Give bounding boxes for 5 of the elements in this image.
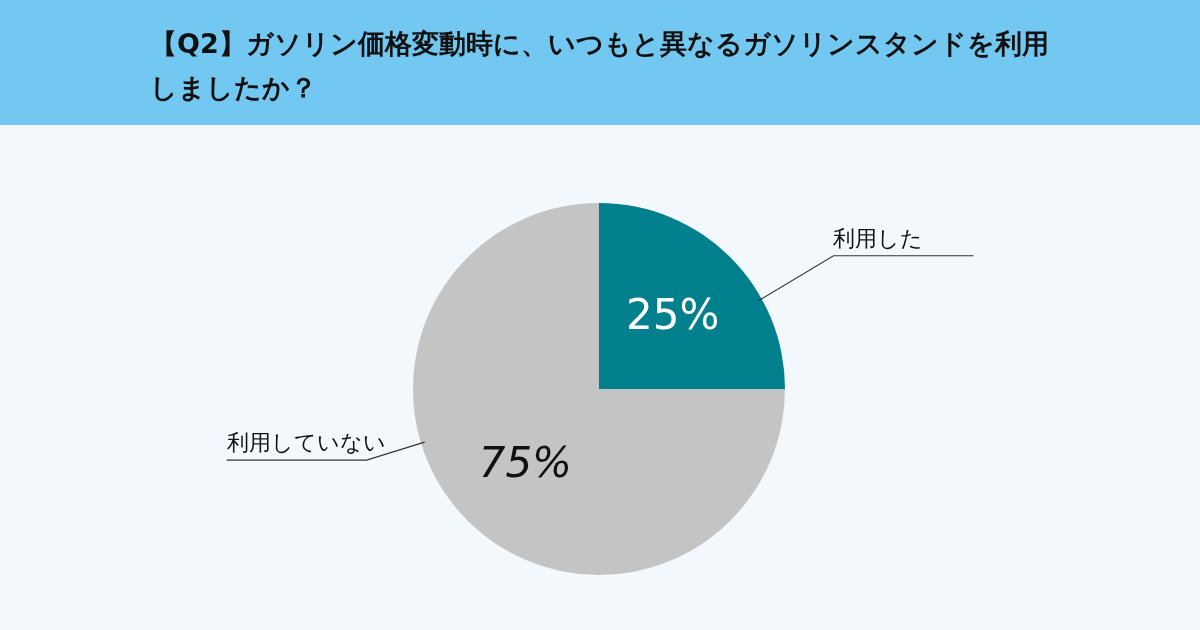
slice-label: 利用していない xyxy=(226,430,386,456)
data-label: 25% xyxy=(625,290,720,340)
data-label: 75% xyxy=(478,437,573,487)
slice-label: 利用した xyxy=(833,225,924,251)
chart-title: 【Q2】ガソリン価格変動時に、いつもと異なるガソリンスタンドを利用しましたか？ xyxy=(150,27,1050,105)
